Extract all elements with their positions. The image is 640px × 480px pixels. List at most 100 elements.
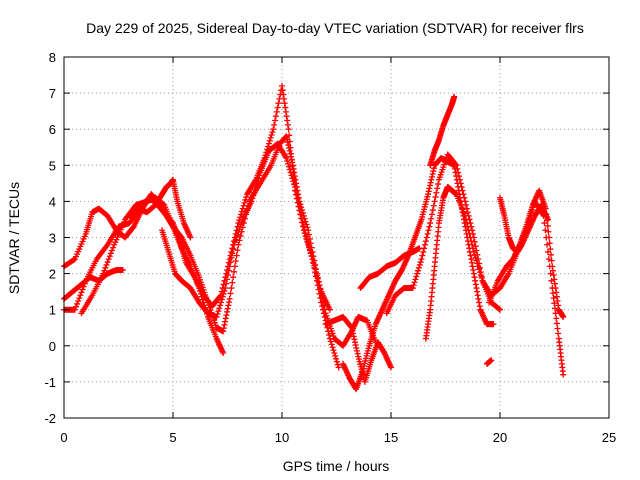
data-point	[220, 325, 227, 332]
data-point	[272, 117, 279, 124]
data-point	[462, 202, 469, 209]
data-point	[226, 263, 233, 270]
data-point	[553, 315, 560, 322]
series-sat-o	[497, 194, 551, 255]
data-point	[285, 144, 292, 151]
data-point	[551, 280, 558, 287]
data-point	[411, 279, 418, 286]
data-point	[544, 216, 551, 223]
data-point	[225, 302, 232, 309]
data-point	[317, 295, 324, 302]
data-point	[252, 183, 259, 190]
data-point	[250, 192, 257, 199]
data-point	[273, 108, 280, 115]
data-point	[315, 286, 322, 293]
data-point	[427, 220, 434, 227]
data-point	[418, 256, 425, 263]
data-point	[420, 248, 427, 255]
x-tick-label: 5	[169, 430, 176, 445]
data-point	[553, 289, 560, 296]
data-point	[475, 295, 482, 302]
data-point	[197, 287, 204, 294]
chart-title: Day 229 of 2025, Sidereal Day-to-day VTE…	[86, 20, 584, 36]
data-point	[213, 313, 220, 320]
data-point	[232, 257, 239, 264]
data-point	[548, 257, 555, 264]
data-point	[279, 82, 285, 89]
data-point	[456, 176, 463, 183]
data-point	[462, 216, 469, 223]
data-point	[421, 245, 428, 252]
data-point	[463, 220, 470, 227]
data-point	[288, 156, 295, 163]
data-point	[320, 310, 327, 317]
data-point	[231, 263, 238, 270]
data-point	[229, 279, 236, 286]
data-point	[546, 234, 553, 241]
data-point	[283, 155, 290, 162]
data-point	[233, 252, 240, 259]
data-point	[230, 246, 237, 253]
data-point	[546, 240, 553, 247]
data-point	[241, 199, 248, 206]
data-point	[548, 277, 555, 284]
data-point	[270, 126, 277, 133]
data-point	[414, 270, 421, 277]
data-point	[119, 266, 126, 273]
data-point	[470, 248, 477, 255]
y-tick-label: 0	[49, 339, 56, 354]
data-point	[469, 263, 476, 270]
data-point	[415, 267, 422, 274]
data-point	[549, 267, 556, 274]
data-point	[234, 247, 241, 254]
data-point	[550, 295, 557, 302]
data-point	[304, 236, 311, 243]
data-point	[81, 280, 88, 287]
y-tick-label: -2	[44, 411, 56, 426]
data-point	[427, 182, 434, 189]
data-point	[453, 162, 460, 169]
data-point	[426, 223, 433, 230]
x-tick-label: 10	[275, 430, 289, 445]
data-point	[330, 347, 337, 354]
data-point	[103, 261, 110, 268]
data-point	[239, 205, 246, 212]
data-point	[305, 239, 312, 246]
data-point	[476, 303, 483, 310]
data-point	[335, 364, 342, 371]
data-point	[242, 196, 249, 203]
data-point	[426, 185, 433, 192]
data-point	[465, 227, 472, 234]
data-point	[412, 276, 419, 283]
data-point	[285, 163, 292, 170]
data-point	[302, 230, 309, 237]
data-point	[321, 313, 328, 320]
data-point	[284, 121, 291, 128]
data-point	[353, 344, 360, 351]
data-point	[275, 100, 282, 107]
data-point	[279, 87, 286, 94]
data-point	[463, 205, 470, 212]
y-tick-label: 6	[49, 122, 56, 137]
data-point	[544, 222, 551, 229]
data-point	[310, 260, 317, 267]
data-point	[271, 121, 278, 128]
data-point	[295, 199, 302, 206]
data-point	[197, 290, 204, 297]
data-point	[410, 282, 417, 289]
data-point	[549, 290, 556, 297]
data-point	[284, 117, 291, 124]
data-point	[229, 250, 236, 257]
data-point	[467, 252, 474, 259]
x-tick-label: 25	[602, 430, 616, 445]
data-point	[280, 91, 287, 98]
y-tick-label: 2	[49, 267, 56, 282]
data-point	[285, 142, 292, 149]
data-point	[284, 136, 291, 143]
data-point	[429, 207, 436, 214]
data-point	[459, 187, 466, 194]
data-point	[224, 308, 231, 315]
data-point	[313, 273, 320, 280]
data-point	[553, 320, 560, 327]
